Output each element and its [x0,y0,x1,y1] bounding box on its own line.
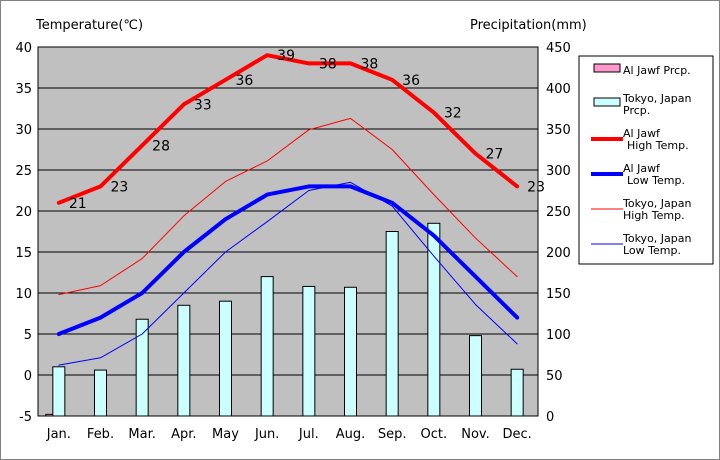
bar-tokyo-prcp [302,285,316,417]
x-tick-label: Jun. [254,427,279,442]
x-tick-label: Sep. [378,427,407,442]
legend-label: Al Jawf Prcp. [623,64,691,77]
bar-tokyo-prcp [510,368,524,417]
x-tick-label: Feb. [87,427,114,442]
left-tick-label: 40 [15,41,32,56]
bar-tokyo-prcp [385,231,399,417]
right-axis-title: Precipitation(mm) [470,18,587,33]
bar-tokyo-prcp [94,369,107,417]
data-label: 36 [402,73,420,89]
bar-tokyo-prcp [344,286,357,417]
data-label: 32 [444,106,462,122]
data-label: 23 [111,179,129,195]
bar-tokyo-prcp [469,335,482,417]
legend-swatch-bar [593,97,621,107]
x-tick-label: Jan. [46,427,71,442]
x-tick-label: Aug. [336,427,366,442]
left-tick-label: -5 [19,410,32,425]
right-tick-label: 200 [546,246,571,261]
x-tick-label: Apr. [171,427,196,442]
series-line-3 [58,181,518,366]
legend-label: Low Temp. [623,244,681,257]
right-tick-label: 450 [546,41,571,56]
data-label: 38 [361,56,379,72]
legend-label: High Temp. [623,209,685,222]
left-axis-title: Temperature(℃) [35,18,143,33]
series-line-1 [56,184,520,336]
right-tick-label: 250 [546,205,571,220]
series-line-0 [56,53,520,205]
plot-background [37,46,539,417]
bar-tokyo-prcp [52,366,66,417]
left-tick-label: 0 [24,369,32,384]
bar-tokyo-prcp [177,304,191,417]
right-tick-label: 350 [546,123,571,138]
data-label: 21 [69,196,87,212]
right-tick-label: 300 [546,164,571,179]
right-tick-label: 0 [546,410,554,425]
plot-area: -505101520253035400501001502002503003504… [15,41,570,442]
x-tick-label: Jul. [298,427,319,442]
left-tick-label: 10 [15,287,32,302]
data-label: 33 [194,97,212,113]
legend-label: Al Jawf [623,162,661,175]
legend-label: Tokyo, Japan [622,232,691,245]
data-label: 27 [486,147,504,163]
legend-label: Al Jawf [623,127,661,140]
left-tick-label: 30 [15,123,32,138]
right-tick-label: 400 [546,82,571,97]
legend-label: Tokyo, Japan [622,92,691,105]
bar-tokyo-prcp [427,222,441,417]
left-tick-label: 25 [15,164,32,179]
data-label: 23 [527,179,545,195]
x-tick-label: Dec. [503,427,532,442]
right-tick-label: 50 [546,369,563,384]
bar-tokyo-prcp [219,300,232,417]
bar-tokyo-prcp [135,318,149,417]
series-line-2 [58,117,518,296]
legend-box [578,55,714,265]
data-label: 28 [152,138,170,154]
data-label: 38 [319,56,337,72]
x-tick-label: Oct. [421,427,448,442]
legend-label: Low Temp. [627,174,685,187]
x-tick-label: May [212,427,239,442]
legend-swatch-bar [593,63,621,73]
bar-tokyo-prcp [260,276,274,417]
x-tick-label: Mar. [128,427,155,442]
left-tick-label: 15 [15,246,32,261]
right-tick-label: 100 [546,328,571,343]
left-tick-label: 5 [24,328,32,343]
legend-label: Tokyo, Japan [622,197,691,210]
data-label: 36 [236,73,254,89]
data-label: 39 [277,48,295,64]
legend-label: High Temp. [627,139,689,152]
left-tick-label: 20 [15,205,32,220]
x-tick-label: Nov. [461,427,490,442]
legend-label: Prcp. [623,104,650,117]
left-tick-label: 35 [15,82,32,97]
right-tick-label: 150 [546,287,571,302]
